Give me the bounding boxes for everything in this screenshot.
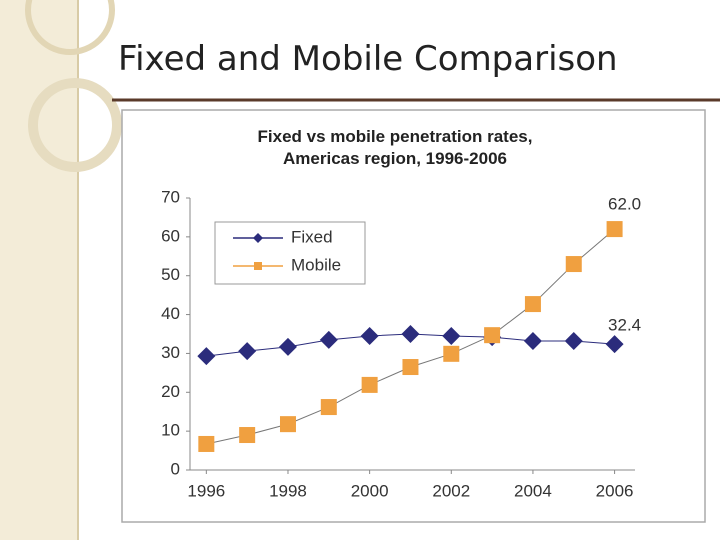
marker bbox=[320, 399, 337, 416]
y-tick-label: 0 bbox=[171, 459, 180, 478]
marker bbox=[605, 335, 624, 354]
marker bbox=[197, 347, 216, 366]
x-tick-label: 1996 bbox=[187, 481, 225, 500]
y-tick-label: 30 bbox=[161, 343, 180, 362]
chart-title: Fixed vs mobile penetration rates, bbox=[258, 127, 533, 146]
marker bbox=[443, 345, 460, 362]
marker bbox=[606, 221, 623, 238]
y-tick-label: 10 bbox=[161, 421, 180, 440]
x-tick-label: 2000 bbox=[351, 481, 389, 500]
decor-circle bbox=[25, 0, 115, 55]
x-tick-label: 2002 bbox=[432, 481, 470, 500]
marker bbox=[442, 326, 461, 345]
x-tick-label: 2006 bbox=[596, 481, 634, 500]
side-strip bbox=[0, 0, 78, 540]
y-tick-label: 40 bbox=[161, 304, 180, 323]
x-tick-label: 2004 bbox=[514, 481, 552, 500]
legend-label: Fixed bbox=[291, 227, 333, 246]
marker bbox=[401, 325, 420, 343]
marker bbox=[361, 376, 378, 393]
data-label: 32.4 bbox=[608, 316, 641, 335]
marker bbox=[360, 326, 379, 345]
marker bbox=[279, 416, 296, 433]
y-tick-label: 60 bbox=[161, 226, 180, 245]
y-tick-label: 50 bbox=[161, 265, 180, 284]
y-tick-label: 20 bbox=[161, 382, 180, 401]
marker bbox=[198, 435, 215, 452]
x-tick-label: 1998 bbox=[269, 481, 307, 500]
marker bbox=[402, 359, 419, 376]
marker bbox=[524, 296, 541, 313]
marker bbox=[565, 256, 582, 273]
data-label: 62.0 bbox=[608, 195, 641, 214]
chart-frame bbox=[121, 109, 706, 523]
marker bbox=[484, 327, 501, 344]
marker bbox=[278, 337, 297, 356]
legend-label: Mobile bbox=[291, 255, 341, 274]
legend-marker bbox=[253, 233, 263, 243]
chart-title: Americas region, 1996-2006 bbox=[283, 149, 507, 168]
y-tick-label: 70 bbox=[161, 187, 180, 206]
marker bbox=[523, 331, 542, 350]
legend-box bbox=[214, 221, 366, 285]
slide-title: Fixed and Mobile Comparison bbox=[118, 39, 618, 79]
marker bbox=[238, 342, 257, 361]
marker bbox=[239, 427, 256, 444]
legend-marker bbox=[254, 262, 262, 270]
decor-circle bbox=[28, 78, 122, 172]
marker bbox=[564, 331, 583, 350]
marker bbox=[319, 330, 338, 349]
